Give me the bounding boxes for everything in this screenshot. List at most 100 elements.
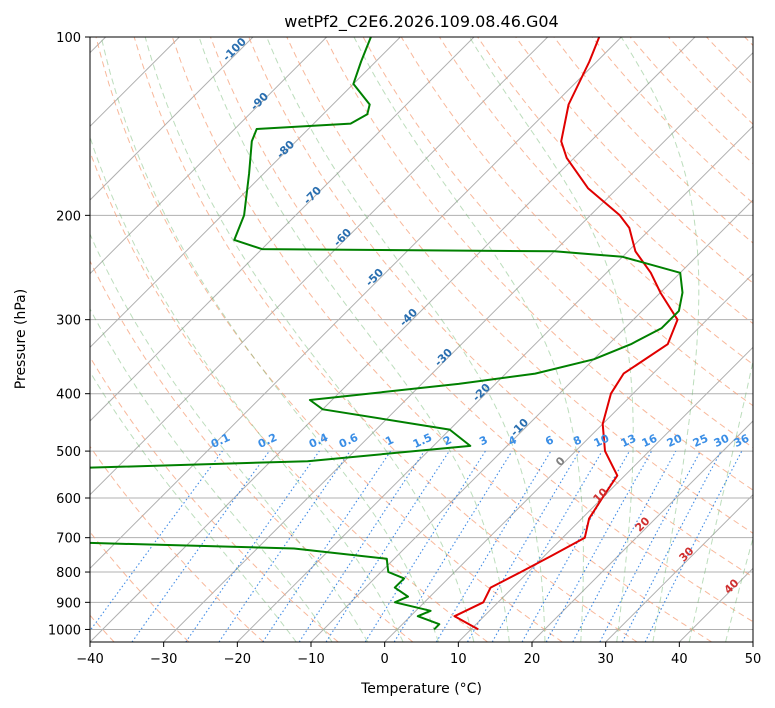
x-tick-label: −40 — [76, 652, 103, 667]
mixing-ratio-line — [185, 450, 320, 642]
mixing-ratio-line — [435, 450, 552, 642]
isotherm-line — [90, 37, 328, 275]
mixing-ratio-line — [572, 450, 677, 642]
moist-adiabat-label: 20 — [633, 514, 653, 534]
isotherm-line — [457, 346, 753, 642]
mixing-ratio-label: 2 — [441, 433, 453, 448]
x-tick-label: 40 — [671, 652, 688, 667]
x-tick-label: 30 — [597, 652, 614, 667]
mixing-ratio-line — [298, 450, 425, 642]
x-tick-label: 20 — [524, 652, 541, 667]
moist-adiabat-line — [469, 37, 634, 642]
mixing-ratio-label: 0.6 — [337, 431, 360, 451]
y-tick-label: 800 — [56, 566, 81, 581]
mixing-ratio-label: 0.1 — [209, 431, 232, 451]
x-axis-label: Temperature (°C) — [360, 681, 482, 697]
dry-adiabat-label: -30 — [432, 346, 455, 369]
dry-adiabat-line — [286, 37, 753, 534]
isotherm-line — [605, 493, 753, 642]
mixing-ratio-label: 8 — [571, 433, 583, 448]
chart-title: wetPf2_C2E6.2026.109.08.46.G04 — [284, 12, 558, 32]
isotherm-line — [310, 199, 753, 642]
isotherm-line — [90, 37, 401, 349]
isotherm-line — [90, 37, 254, 201]
moist-adiabat-line — [353, 37, 584, 642]
mixing-ratio-label: 1.5 — [411, 431, 434, 451]
y-tick-label: 900 — [56, 596, 81, 611]
isotherm-line — [90, 37, 696, 642]
dry-adiabat-label: -100 — [220, 35, 249, 64]
y-tick-label: 500 — [56, 445, 81, 460]
mixing-ratio-label: 13 — [619, 432, 638, 450]
moist-adiabat-line — [266, 37, 546, 642]
x-tick-label: 10 — [450, 652, 467, 667]
mixing-ratio-line — [131, 450, 270, 642]
dry-adiabat-label: -90 — [248, 90, 271, 113]
mixing-ratio-line — [325, 450, 450, 642]
dry-adiabat-label: -40 — [397, 306, 420, 329]
moist-adiabat-line — [90, 135, 404, 642]
dry-adiabat-label: -60 — [331, 226, 354, 249]
y-tick-label: 600 — [56, 492, 81, 507]
moist-adiabat-line — [144, 37, 475, 642]
mixing-ratio-label: 36 — [732, 432, 752, 450]
y-tick-label: 400 — [56, 388, 81, 403]
mixing-ratio-line — [218, 450, 351, 642]
dry-adiabat-label: -70 — [301, 184, 324, 207]
moist-adiabat-label: 30 — [677, 544, 697, 564]
dry-adiabat-line — [248, 37, 753, 578]
isotherm-line — [236, 125, 753, 642]
dry-adiabat-line — [95, 37, 563, 642]
mixing-ratio-label: 25 — [691, 432, 710, 450]
mixing-ratio-line — [644, 450, 743, 642]
mixing-ratio-label: 20 — [665, 432, 685, 450]
isotherm-line — [531, 420, 753, 642]
x-tick-label: −30 — [150, 652, 177, 667]
mixing-ratio-line — [393, 450, 513, 642]
dry-adiabat-line — [90, 445, 264, 642]
dry-adiabat-label: -50 — [363, 266, 386, 289]
moist-adiabat-line — [620, 37, 700, 642]
y-tick-label: 300 — [56, 314, 81, 329]
moist-adiabat-line — [100, 37, 439, 642]
mixing-ratio-label: 1 — [383, 433, 395, 448]
plot-frame — [89, 36, 754, 643]
y-tick-label: 700 — [56, 532, 81, 547]
moist-adiabat-line — [725, 536, 753, 642]
y-tick-label: 200 — [56, 209, 81, 224]
dry-adiabat-label: -80 — [274, 138, 297, 161]
mixing-ratio-label: 16 — [640, 432, 660, 450]
dry-adiabat-line — [553, 37, 753, 244]
dry-adiabat-line — [133, 37, 638, 642]
dry-adiabat-label: -20 — [470, 381, 493, 404]
dry-adiabat-line — [210, 37, 753, 623]
y-tick-label: 100 — [56, 31, 81, 46]
y-axis-label: Pressure (hPa) — [13, 289, 29, 389]
dry-adiabat-line — [706, 37, 753, 86]
x-tick-label: 0 — [381, 652, 389, 667]
mixing-ratio-label: 30 — [712, 432, 732, 450]
mixing-ratio-label: 10 — [592, 432, 612, 450]
y-tick-label: 1000 — [48, 623, 81, 638]
isotherm-line — [90, 37, 549, 496]
dry-adiabat-line — [171, 37, 712, 642]
mixing-ratio-line — [262, 450, 392, 642]
x-tick-label: −10 — [297, 652, 324, 667]
dry-adiabat-line — [324, 37, 753, 491]
dry-adiabat-line — [515, 37, 753, 284]
moist-adiabat-line — [90, 232, 369, 642]
temperature-profile-line — [453, 37, 679, 631]
isotherm-line — [163, 51, 753, 642]
mixing-ratio-line — [90, 450, 223, 632]
moist-adiabat-line — [90, 370, 297, 642]
moist-adiabat-label: 40 — [722, 576, 742, 596]
dry-adiabat-line — [90, 259, 414, 642]
moist-adiabat-line — [198, 37, 510, 642]
moist-adiabat-line — [90, 308, 333, 642]
x-tick-label: 50 — [745, 652, 762, 667]
isotherm-line — [384, 272, 753, 642]
dewpoint-profile-line — [90, 37, 684, 631]
isotherm-line — [752, 641, 753, 642]
moist-adiabat-line — [688, 358, 753, 642]
